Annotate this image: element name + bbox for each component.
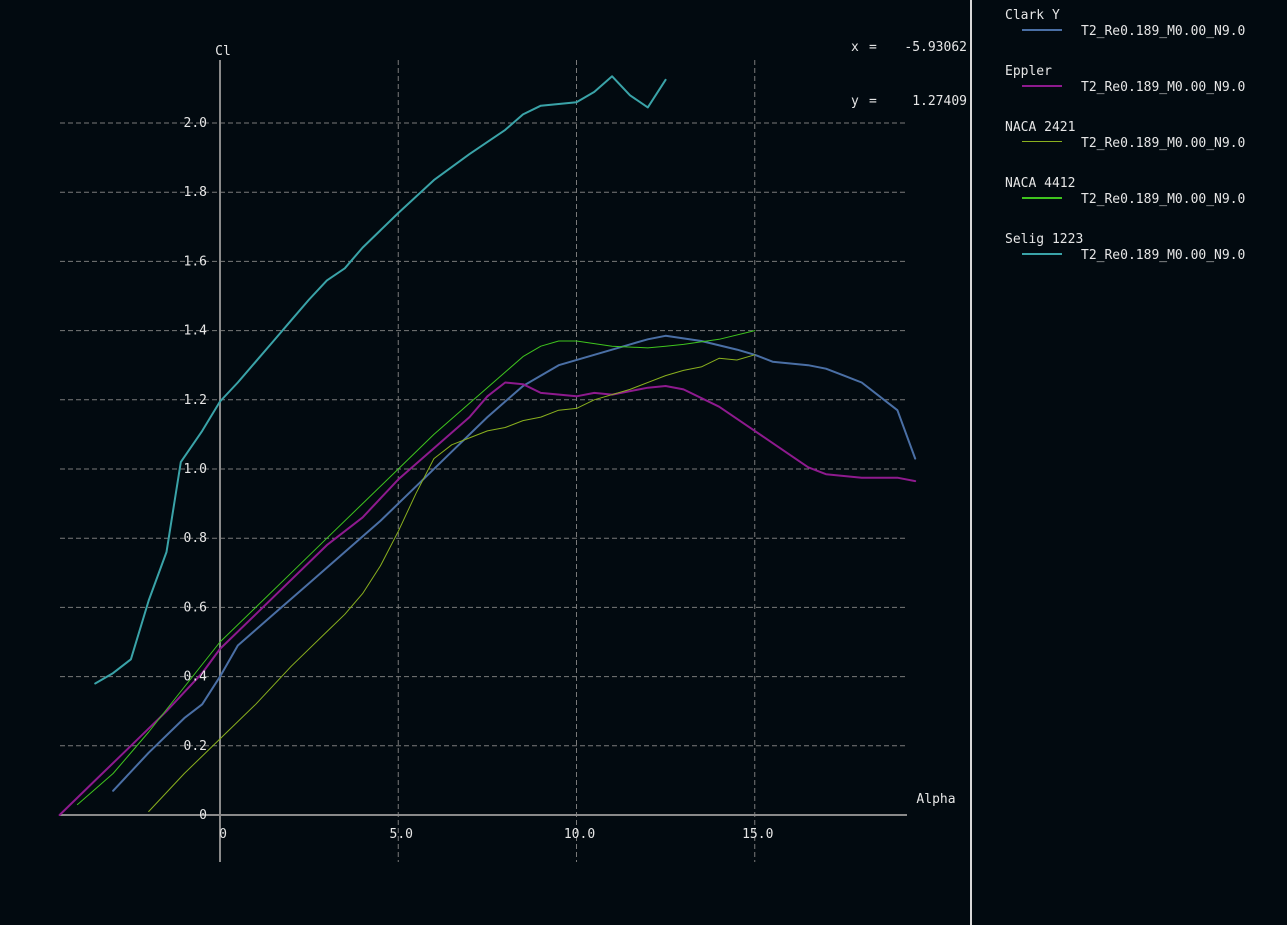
- cursor-readout: x = -5.93062 y = 1.27409: [851, 3, 967, 129]
- polar-plot[interactable]: 0 0.2 0.4 0.6 0.8 1.0 1.2 1.4 1.6 1.8 2.0 0 5.0 10.0 1…: [0, 0, 970, 925]
- legend-swatch: [1022, 29, 1062, 31]
- series-line-naca-4412: [76, 330, 756, 806]
- legend-panel: Clark Y T2_Re0.189_M0.00_N9.0 Eppler T2_…: [972, 0, 1287, 925]
- y-tick-label: 0: [199, 808, 207, 823]
- y-tick-label: 0.4: [184, 670, 208, 685]
- series-line-selig-1223: [94, 75, 667, 685]
- cursor-x-row: x = -5.93062: [851, 40, 967, 55]
- x-tick-label: 15.0: [742, 827, 773, 842]
- legend-entry-eppler[interactable]: Eppler T2_Re0.189_M0.00_N9.0: [972, 56, 1287, 106]
- legend-swatch: [1022, 85, 1062, 87]
- cursor-y-row: y = 1.27409: [851, 94, 967, 109]
- legend-swatch: [1022, 141, 1062, 142]
- series-lines: [58, 75, 917, 816]
- y-tick-label: 1.8: [184, 185, 207, 200]
- y-tick-label: 0.8: [184, 531, 207, 546]
- x-tick-label: 10.0: [564, 827, 595, 842]
- y-tick-label: 1.0: [184, 462, 207, 477]
- cursor-x-label: x: [851, 40, 859, 55]
- panel-divider[interactable]: [970, 0, 972, 925]
- series-line-clark-y: [112, 334, 917, 792]
- legend-foil-name: NACA 4412: [1005, 176, 1076, 191]
- legend-polar-name: T2_Re0.189_M0.00_N9.0: [1081, 24, 1246, 39]
- y-tick-label: 0.6: [184, 600, 207, 615]
- grid-lines: [60, 60, 907, 862]
- legend-swatch: [1022, 197, 1062, 199]
- y-tick-label: 2.0: [184, 116, 207, 131]
- legend-foil-name: Eppler: [1005, 64, 1052, 79]
- legend-entry-naca-2421[interactable]: NACA 2421 T2_Re0.189_M0.00_N9.0: [972, 112, 1287, 162]
- series-line-naca-2421: [148, 354, 756, 812]
- cursor-x-value: -5.93062: [904, 40, 967, 55]
- legend-foil-name: Clark Y: [1005, 8, 1060, 23]
- legend-polar-name: T2_Re0.189_M0.00_N9.0: [1081, 136, 1246, 151]
- legend-polar-name: T2_Re0.189_M0.00_N9.0: [1081, 192, 1246, 207]
- series-line-eppler: [58, 381, 917, 816]
- y-tick-label: 1.2: [184, 393, 207, 408]
- legend-entry-selig-1223[interactable]: Selig 1223 T2_Re0.189_M0.00_N9.0: [972, 224, 1287, 274]
- legend-polar-name: T2_Re0.189_M0.00_N9.0: [1081, 248, 1246, 263]
- cursor-y-label: y: [851, 94, 859, 109]
- axes: [60, 60, 907, 862]
- legend-foil-name: NACA 2421: [1005, 120, 1076, 135]
- legend-polar-name: T2_Re0.189_M0.00_N9.0: [1081, 80, 1246, 95]
- x-axis-title: Alpha: [916, 792, 955, 807]
- legend-swatch: [1022, 253, 1062, 255]
- plot-area[interactable]: 0 0.2 0.4 0.6 0.8 1.0 1.2 1.4 1.6 1.8 2.0 0 5.0 10.0 1…: [0, 0, 970, 925]
- y-tick-label: 0.2: [184, 739, 207, 754]
- legend-entry-clark-y[interactable]: Clark Y T2_Re0.189_M0.00_N9.0: [972, 0, 1287, 50]
- legend-entry-naca-4412[interactable]: NACA 4412 T2_Re0.189_M0.00_N9.0: [972, 168, 1287, 218]
- y-tick-label: 1.4: [184, 324, 208, 339]
- legend-foil-name: Selig 1223: [1005, 232, 1084, 247]
- y-tick-label: 1.6: [184, 254, 207, 269]
- cursor-y-value: 1.27409: [912, 94, 967, 109]
- y-axis-title: Cl: [215, 44, 231, 59]
- axis-labels: 0 0.2 0.4 0.6 0.8 1.0 1.2 1.4 1.6 1.8 2.0 0 5.0 10.0 1…: [184, 44, 956, 842]
- x-tick-label: 5.0: [390, 827, 413, 842]
- x-tick-label: 0: [219, 827, 227, 842]
